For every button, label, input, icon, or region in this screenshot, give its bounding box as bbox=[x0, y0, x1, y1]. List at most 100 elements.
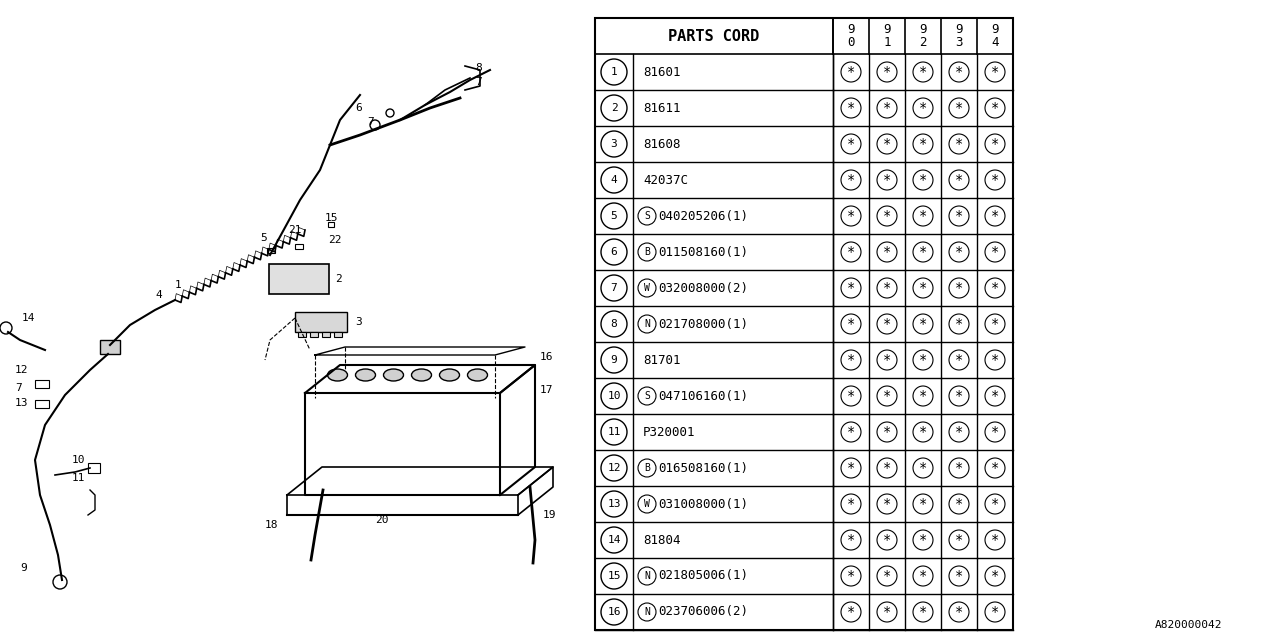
Circle shape bbox=[370, 120, 380, 130]
Text: *: * bbox=[991, 101, 1000, 115]
Circle shape bbox=[602, 563, 627, 589]
Text: 040205206(1): 040205206(1) bbox=[658, 209, 748, 223]
Text: 18: 18 bbox=[265, 520, 279, 530]
Circle shape bbox=[986, 566, 1005, 586]
Text: *: * bbox=[883, 569, 891, 583]
Text: 10: 10 bbox=[607, 391, 621, 401]
Text: S: S bbox=[644, 391, 650, 401]
Text: *: * bbox=[883, 317, 891, 331]
Ellipse shape bbox=[384, 369, 403, 381]
Circle shape bbox=[986, 386, 1005, 406]
Text: *: * bbox=[847, 497, 855, 511]
Text: 16: 16 bbox=[540, 352, 553, 362]
Text: *: * bbox=[883, 245, 891, 259]
Circle shape bbox=[986, 422, 1005, 442]
Circle shape bbox=[913, 602, 933, 622]
Text: *: * bbox=[883, 533, 891, 547]
Text: *: * bbox=[955, 569, 963, 583]
Circle shape bbox=[913, 530, 933, 550]
Text: *: * bbox=[955, 317, 963, 331]
Circle shape bbox=[877, 602, 897, 622]
Text: P320001: P320001 bbox=[643, 426, 695, 438]
Text: 13: 13 bbox=[15, 398, 28, 408]
Text: 9
4: 9 4 bbox=[991, 23, 998, 49]
Circle shape bbox=[913, 350, 933, 370]
Text: 1: 1 bbox=[611, 67, 617, 77]
Circle shape bbox=[986, 278, 1005, 298]
Circle shape bbox=[877, 350, 897, 370]
Text: 11: 11 bbox=[607, 427, 621, 437]
Text: 4: 4 bbox=[611, 175, 617, 185]
Circle shape bbox=[948, 278, 969, 298]
Text: *: * bbox=[847, 65, 855, 79]
Circle shape bbox=[841, 170, 861, 190]
Text: *: * bbox=[883, 497, 891, 511]
Text: 13: 13 bbox=[607, 499, 621, 509]
Text: *: * bbox=[955, 497, 963, 511]
Text: N: N bbox=[644, 607, 650, 617]
Text: 3: 3 bbox=[355, 317, 362, 327]
Text: 7: 7 bbox=[611, 283, 617, 293]
Text: *: * bbox=[883, 425, 891, 439]
Text: 15: 15 bbox=[325, 213, 338, 223]
Circle shape bbox=[637, 603, 657, 621]
Circle shape bbox=[637, 243, 657, 261]
Circle shape bbox=[841, 134, 861, 154]
Circle shape bbox=[637, 495, 657, 513]
Circle shape bbox=[986, 98, 1005, 118]
Text: 15: 15 bbox=[607, 571, 621, 581]
Circle shape bbox=[52, 575, 67, 589]
Text: *: * bbox=[991, 173, 1000, 187]
Text: 011508160(1): 011508160(1) bbox=[658, 246, 748, 259]
Text: *: * bbox=[919, 209, 927, 223]
Text: 81601: 81601 bbox=[643, 65, 681, 79]
Text: 021805006(1): 021805006(1) bbox=[658, 570, 748, 582]
Text: *: * bbox=[991, 533, 1000, 547]
Text: *: * bbox=[991, 65, 1000, 79]
Circle shape bbox=[841, 98, 861, 118]
Text: 1: 1 bbox=[175, 280, 182, 290]
Circle shape bbox=[986, 134, 1005, 154]
Text: *: * bbox=[955, 137, 963, 151]
Text: 81608: 81608 bbox=[643, 138, 681, 150]
Circle shape bbox=[986, 314, 1005, 334]
Circle shape bbox=[602, 275, 627, 301]
Text: *: * bbox=[919, 137, 927, 151]
Text: W: W bbox=[644, 283, 650, 293]
Circle shape bbox=[602, 311, 627, 337]
Text: *: * bbox=[883, 65, 891, 79]
Circle shape bbox=[841, 386, 861, 406]
Text: 12: 12 bbox=[607, 463, 621, 473]
Circle shape bbox=[877, 386, 897, 406]
Circle shape bbox=[387, 109, 394, 117]
Text: 17: 17 bbox=[540, 385, 553, 395]
Text: 21: 21 bbox=[288, 225, 302, 235]
Text: *: * bbox=[847, 317, 855, 331]
Text: 9
3: 9 3 bbox=[955, 23, 963, 49]
Text: *: * bbox=[883, 101, 891, 115]
Bar bbox=[298, 332, 306, 337]
Text: 8: 8 bbox=[475, 63, 481, 73]
Text: *: * bbox=[847, 137, 855, 151]
Circle shape bbox=[0, 322, 12, 334]
Bar bbox=[35, 400, 49, 408]
Circle shape bbox=[986, 602, 1005, 622]
Text: *: * bbox=[955, 353, 963, 367]
Text: *: * bbox=[919, 461, 927, 475]
Circle shape bbox=[948, 566, 969, 586]
Circle shape bbox=[986, 170, 1005, 190]
Circle shape bbox=[602, 239, 627, 265]
Circle shape bbox=[913, 314, 933, 334]
Text: *: * bbox=[991, 137, 1000, 151]
Text: 9
2: 9 2 bbox=[919, 23, 927, 49]
Text: 5: 5 bbox=[611, 211, 617, 221]
Text: *: * bbox=[847, 101, 855, 115]
Text: *: * bbox=[991, 497, 1000, 511]
Text: *: * bbox=[883, 137, 891, 151]
Circle shape bbox=[841, 458, 861, 478]
Text: *: * bbox=[919, 425, 927, 439]
Circle shape bbox=[948, 314, 969, 334]
FancyBboxPatch shape bbox=[269, 264, 329, 294]
Circle shape bbox=[841, 206, 861, 226]
Circle shape bbox=[948, 386, 969, 406]
